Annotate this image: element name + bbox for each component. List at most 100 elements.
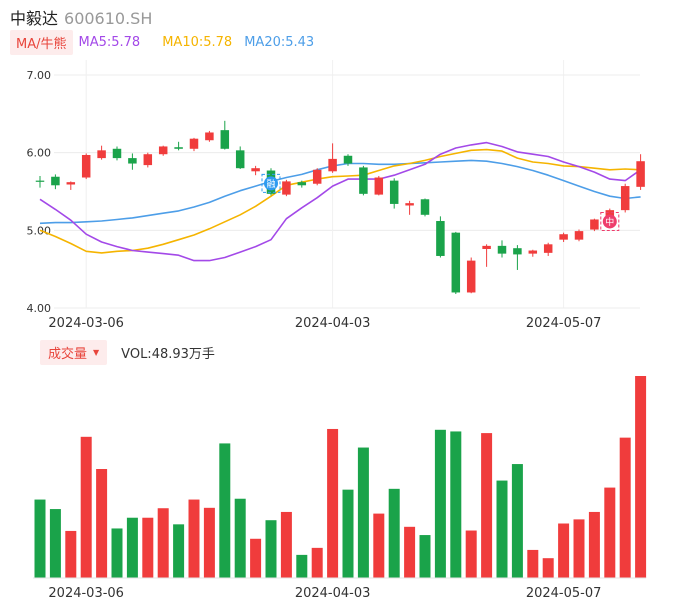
candle-body [251, 168, 260, 172]
ma5-value: MA5:5.78 [78, 34, 141, 50]
volume-date-label: 2024-05-07 [526, 586, 602, 601]
candle-body [605, 210, 615, 219]
ma5-line [39, 141, 642, 262]
candle-body [128, 158, 137, 164]
volume-bar [619, 437, 631, 578]
candle-body [189, 138, 199, 149]
candle-body [312, 169, 322, 184]
candle-body [374, 177, 384, 195]
volume-bar [450, 431, 462, 578]
candle-body [559, 234, 568, 240]
volume-bar [280, 511, 292, 578]
volume-indicator-label: 成交量 [48, 346, 88, 362]
volume-bar [173, 524, 185, 578]
price-date-label: 2024-04-03 [295, 316, 371, 331]
volume-indicator-selector[interactable]: 成交量 ▼ [40, 339, 108, 365]
badge-frame [261, 173, 281, 193]
volume-bar [311, 547, 323, 578]
candle-body [420, 199, 430, 215]
candle-body [482, 245, 491, 249]
price-date-label: 2024-03-06 [48, 316, 124, 331]
price-tick-label: 5.00 [27, 224, 52, 237]
candle-body [297, 182, 307, 186]
volume-bar [511, 464, 523, 578]
volume-bar [342, 489, 354, 578]
volume-bar [219, 443, 231, 578]
volume-bar [373, 513, 385, 578]
ma10-value: MA10:5.78 [162, 34, 233, 50]
volume-bar [34, 499, 46, 578]
stock-name: 中毅达 [10, 9, 59, 28]
volume-bar [188, 499, 200, 578]
volume-bar [465, 530, 477, 578]
volume-bar [96, 469, 108, 578]
candle-body [328, 158, 337, 172]
badge-label: 中 [605, 216, 614, 228]
volume-bar [496, 480, 508, 578]
candle-body [35, 180, 45, 182]
candle-body [235, 150, 245, 169]
volume-bar [434, 429, 446, 578]
ma-legend: MA/牛熊 MA5:5.78 MA10:5.78 MA20:5.43 [10, 29, 315, 55]
candle-body [497, 245, 507, 254]
candle-body [112, 148, 122, 159]
volume-bar [157, 508, 169, 578]
volume-legend: 成交量 ▼ VOL:48.93万手 [40, 339, 215, 365]
candle-body [143, 154, 153, 166]
volume-bar [481, 433, 493, 578]
candle-body [466, 260, 476, 293]
candle-body [158, 146, 168, 155]
volume-bar [558, 523, 570, 578]
candle-body [636, 161, 645, 187]
ma20-line [39, 159, 641, 225]
volume-bar [419, 535, 431, 578]
volume-bar [142, 517, 154, 578]
candle-body [66, 182, 76, 185]
ma20-value: MA20:5.43 [244, 34, 315, 50]
candle-body [282, 181, 291, 195]
candle-body [574, 231, 584, 240]
badge-circle [264, 176, 278, 191]
candle-body [220, 130, 230, 149]
candle-body [81, 154, 91, 178]
volume-bar [604, 487, 616, 578]
volume-bar [327, 428, 339, 578]
caret-down-icon: ▼ [93, 347, 100, 357]
volume-bar [404, 526, 416, 578]
volume-date-label: 2024-04-03 [295, 586, 371, 601]
volume-bar [49, 509, 61, 578]
volume-bar [573, 519, 585, 578]
ma10-line [39, 148, 641, 254]
candle-body [174, 147, 183, 149]
volume-bar [527, 549, 539, 578]
price-tick-label: 7.00 [27, 69, 52, 82]
stock-header: 中毅达 600610.SH [10, 5, 153, 28]
volume-bar [234, 498, 246, 578]
badge-label: 融 [266, 179, 275, 190]
volume-bar [588, 511, 600, 578]
candle-body [51, 176, 60, 186]
candle-body [543, 244, 553, 253]
candle-body [513, 248, 522, 255]
price-tick-label: 4.00 [27, 302, 52, 315]
candle-body [389, 180, 399, 204]
ma-indicator-selector[interactable]: MA/牛熊 [10, 29, 73, 55]
candle-body [590, 219, 599, 230]
volume-bar [357, 447, 369, 578]
volume-bar [126, 517, 138, 578]
candle-body [405, 203, 414, 206]
volume-bar [388, 488, 400, 578]
stock-code: 600610.SH [64, 9, 153, 28]
price-tick-label: 6.00 [27, 147, 52, 160]
candle-body [436, 221, 445, 256]
volume-value: VOL:48.93万手 [121, 346, 215, 362]
candle-body [620, 186, 630, 211]
candle-body [359, 167, 368, 194]
volume-bar [635, 376, 647, 578]
volume-bar [80, 436, 92, 578]
volume-bar [65, 530, 77, 578]
price-date-label: 2024-05-07 [526, 316, 602, 331]
badge-frame [600, 211, 620, 231]
volume-bar [111, 528, 123, 578]
